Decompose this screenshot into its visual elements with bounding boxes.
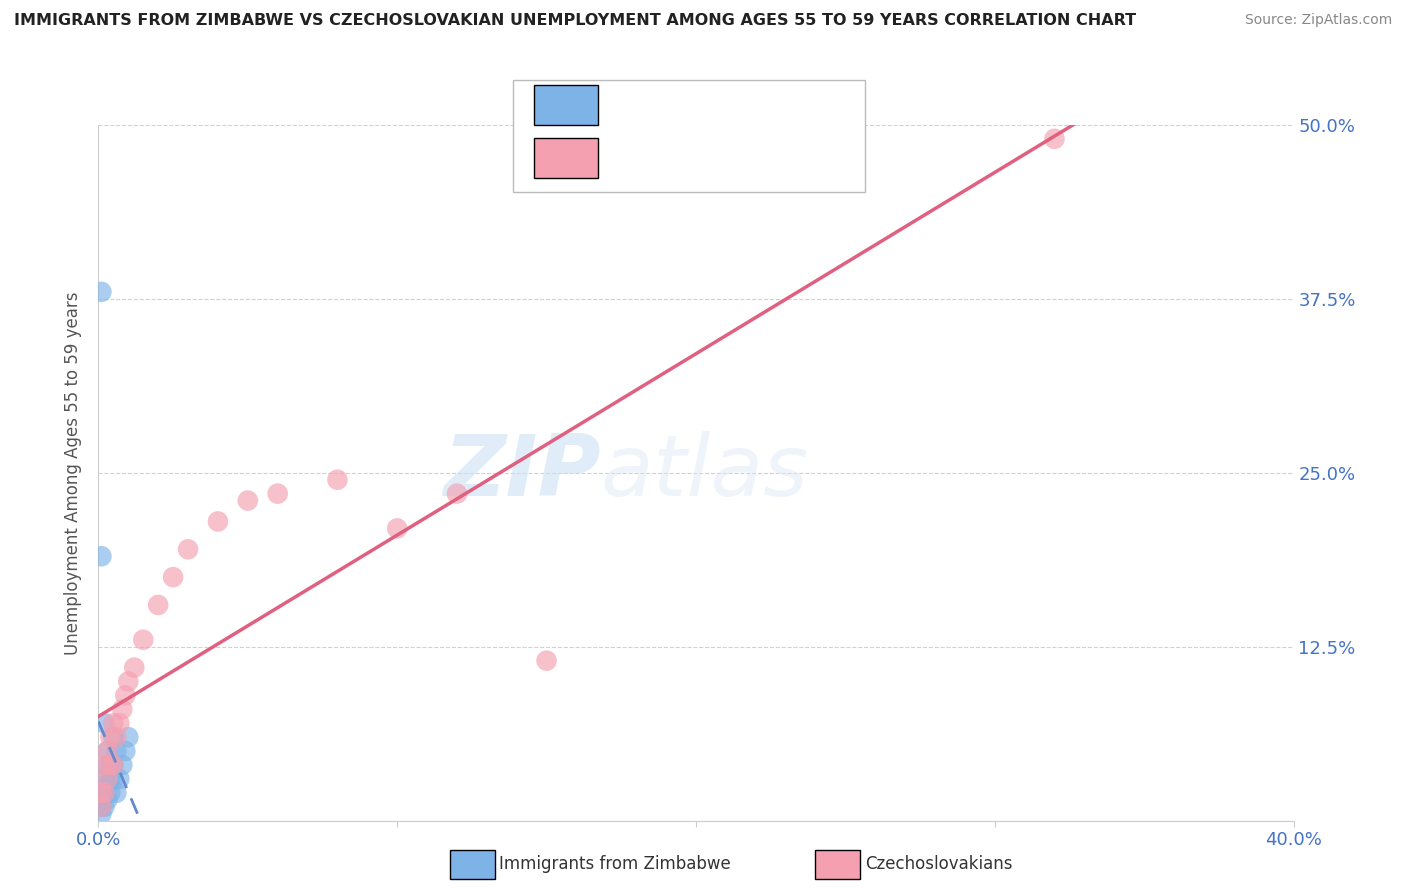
Point (446, 486, 468, 500)
Point (96, 772, 118, 786)
Text: Source: ZipAtlas.com: Source: ZipAtlas.com (1244, 13, 1392, 28)
Point (103, 772, 125, 786)
Point (90, 793, 112, 807)
Point (90, 285, 112, 299)
Point (100, 758, 122, 772)
Point (103, 716, 125, 731)
Point (90, 549, 112, 564)
Point (93, 786, 115, 800)
Point (100, 758, 122, 772)
Point (93, 716, 115, 731)
Point (93, 772, 115, 786)
Y-axis label: Unemployment Among Ages 55 to 59 years: Unemployment Among Ages 55 to 59 years (65, 291, 83, 655)
Point (100, 772, 122, 786)
Text: atlas: atlas (600, 431, 808, 515)
Point (267, 486, 290, 500)
Point (1043, 132, 1066, 146)
Point (100, 786, 122, 800)
Point (536, 654, 558, 668)
Point (90, 799, 112, 814)
Point (105, 730, 128, 744)
Text: R =  0.889   N = 28: R = 0.889 N = 28 (612, 149, 787, 167)
Point (385, 521, 409, 535)
Point (90, 786, 112, 800)
Point (93, 758, 115, 772)
Point (236, 493, 259, 508)
Point (114, 744, 136, 758)
Point (96, 793, 118, 807)
Point (96, 744, 118, 758)
Point (100, 730, 122, 744)
Point (96, 758, 118, 772)
Point (96, 744, 118, 758)
Point (93, 786, 115, 800)
Point (105, 786, 128, 800)
Point (207, 515, 229, 529)
Point (103, 758, 125, 772)
Point (90, 786, 112, 800)
Point (111, 702, 134, 716)
Point (90, 806, 112, 821)
Text: R =  0.199   N = 26: R = 0.199 N = 26 (612, 95, 787, 113)
Point (162, 570, 184, 584)
Point (326, 473, 349, 487)
Text: Immigrants from Zimbabwe: Immigrants from Zimbabwe (499, 855, 731, 873)
Point (93, 799, 115, 814)
Point (124, 660, 146, 674)
Point (114, 689, 136, 703)
Point (117, 674, 139, 689)
Point (108, 772, 131, 786)
Point (105, 744, 128, 758)
Point (103, 730, 125, 744)
Text: IMMIGRANTS FROM ZIMBABWE VS CZECHOSLOVAKIAN UNEMPLOYMENT AMONG AGES 55 TO 59 YEA: IMMIGRANTS FROM ZIMBABWE VS CZECHOSLOVAK… (14, 13, 1136, 29)
Point (96, 779, 118, 793)
Point (148, 598, 170, 612)
Point (177, 542, 200, 557)
Point (111, 758, 134, 772)
Point (132, 632, 155, 647)
Point (108, 716, 131, 731)
Text: Czechoslovakians: Czechoslovakians (865, 855, 1012, 873)
Point (117, 730, 139, 744)
Text: ZIP: ZIP (443, 431, 600, 515)
Point (103, 758, 125, 772)
Point (90, 799, 112, 814)
